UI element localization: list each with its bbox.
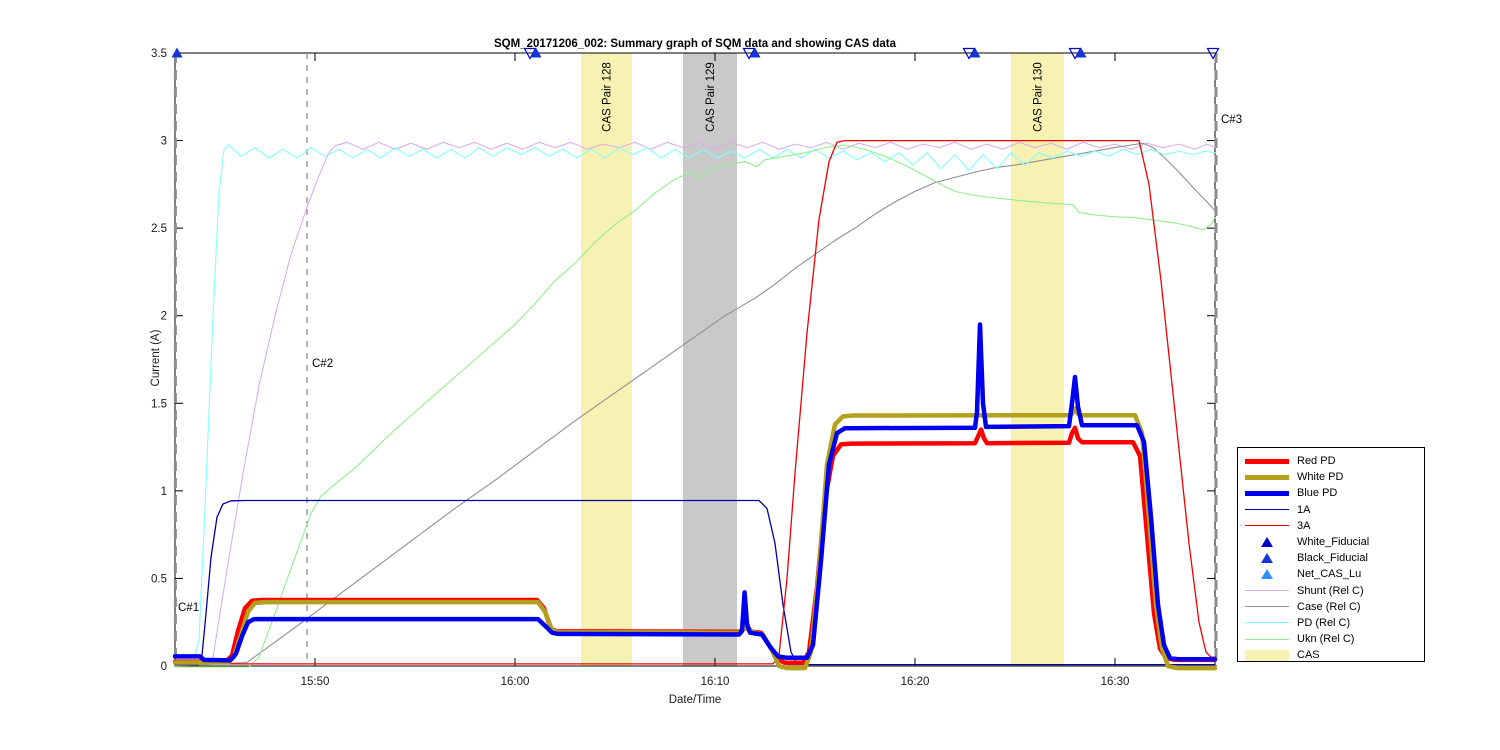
y-tick-label: 0.5 (151, 573, 167, 585)
legend-line-swatch-icon (1244, 606, 1290, 608)
y-tick-label: 0 (161, 661, 167, 673)
series-shunt-rel-c- (174, 141, 1216, 666)
legend-line-swatch-icon (1244, 622, 1290, 624)
series-ukn-rel-c- (174, 144, 1216, 668)
legend-item-label: Black_Fiducial (1297, 552, 1368, 565)
x-tick-label: 16:20 (901, 676, 930, 688)
line-swatch-icon (1245, 509, 1289, 511)
legend-patch-swatch-icon (1244, 649, 1290, 661)
line-swatch-icon (1245, 590, 1289, 592)
legend-item-label: CAS (1297, 649, 1320, 662)
legend-item: Red PD (1238, 453, 1424, 469)
legend-item: Ukn (Rel C) (1238, 631, 1424, 647)
triangle-marker-icon (1261, 537, 1273, 548)
legend-line-swatch-icon (1244, 458, 1290, 464)
legend-item: Case (Rel C) (1238, 599, 1424, 615)
legend-line-swatch-icon (1244, 474, 1290, 480)
legend-item-label: 3A (1297, 519, 1311, 532)
x-tick-label: 16:00 (501, 676, 530, 688)
legend-item-label: Shunt (Rel C) (1297, 584, 1364, 597)
y-tick-label: 3.5 (151, 48, 167, 60)
x-tick-label: 15:50 (301, 676, 330, 688)
line-swatch-icon (1245, 525, 1289, 527)
cas-band-label: CAS Pair 129 (705, 62, 717, 132)
legend-triangle-swatch-icon (1244, 537, 1290, 548)
y-tick-label: 1.5 (151, 398, 167, 410)
legend-item: 3A (1238, 518, 1424, 534)
legend-item: Blue PD (1238, 485, 1424, 501)
legend-item-label: Ukn (Rel C) (1297, 633, 1355, 646)
x-tick-label: 16:30 (1101, 676, 1130, 688)
legend-item: PD (Rel C) (1238, 615, 1424, 631)
legend-line-swatch-icon (1244, 525, 1290, 527)
legend-item: Shunt (Rel C) (1238, 583, 1424, 599)
series-pd-rel-c- (174, 144, 1216, 664)
line-swatch-icon (1245, 458, 1289, 464)
fiducial-up-marker (171, 47, 183, 58)
legend-item: 1A (1238, 502, 1424, 518)
y-tick-label: 1 (161, 486, 167, 498)
y-tick-label: 2.5 (151, 223, 167, 235)
fiducial-up-marker (530, 47, 542, 58)
patch-swatch-icon (1245, 649, 1289, 661)
line-swatch-icon (1245, 606, 1289, 608)
y-tick-label: 3 (161, 136, 167, 148)
legend-item-label: PD (Rel C) (1297, 616, 1351, 629)
legend-item-label: White_Fiducial (1297, 536, 1370, 549)
legend-line-swatch-icon (1244, 490, 1290, 496)
cursor-label: C#1 (178, 602, 199, 614)
legend-line-swatch-icon (1244, 638, 1290, 640)
legend-item: White PD (1238, 469, 1424, 485)
line-swatch-icon (1245, 638, 1289, 640)
x-axis-label: Date/Time (668, 694, 722, 706)
legend-triangle-swatch-icon (1244, 569, 1290, 580)
cas-band-label: CAS Pair 130 (1033, 62, 1045, 132)
line-swatch-icon (1245, 474, 1289, 480)
cas-band (683, 53, 737, 666)
legend-item-label: Red PD (1297, 455, 1336, 468)
triangle-marker-icon (1261, 553, 1273, 564)
triangle-marker-icon (1261, 569, 1273, 580)
legend-item: Net_CAS_Lu (1238, 566, 1424, 582)
chart-title: SQM_20171206_002: Summary graph of SQM d… (494, 38, 896, 50)
series-3a (174, 139, 1216, 665)
legend-item-label: Case (Rel C) (1297, 600, 1361, 613)
legend-item: Black_Fiducial (1238, 550, 1424, 566)
cursor-label: C#2 (312, 358, 333, 370)
x-tick-label: 16:10 (701, 676, 730, 688)
cas-band (1011, 53, 1064, 666)
legend-line-swatch-icon (1244, 590, 1290, 592)
legend-item-label: White PD (1297, 471, 1344, 484)
cas-band (581, 53, 632, 666)
legend-triangle-swatch-icon (1244, 553, 1290, 564)
legend-item-label: 1A (1297, 503, 1311, 516)
legend-item-label: Net_CAS_Lu (1297, 568, 1362, 581)
line-swatch-icon (1245, 490, 1289, 496)
chart-legend: Red PD White PD Blue PD 1A 3A White_Fiducial B… (1237, 447, 1425, 662)
cursor-label: C#3 (1221, 114, 1242, 126)
fiducial-down-marker (1206, 47, 1220, 60)
fiducial-up-marker (969, 47, 981, 58)
legend-line-swatch-icon (1244, 509, 1290, 511)
fiducial-up-marker (749, 47, 761, 58)
series-case-rel-c- (174, 142, 1216, 667)
legend-item: White_Fiducial (1238, 534, 1424, 550)
legend-item-label: Blue PD (1297, 487, 1338, 500)
fiducial-up-marker (1075, 47, 1087, 58)
legend-item: CAS (1238, 647, 1424, 663)
y-tick-label: 2 (161, 311, 167, 323)
cas-band-label: CAS Pair 128 (602, 62, 614, 132)
series-blue-pd (172, 322, 1218, 663)
line-swatch-icon (1245, 622, 1289, 624)
